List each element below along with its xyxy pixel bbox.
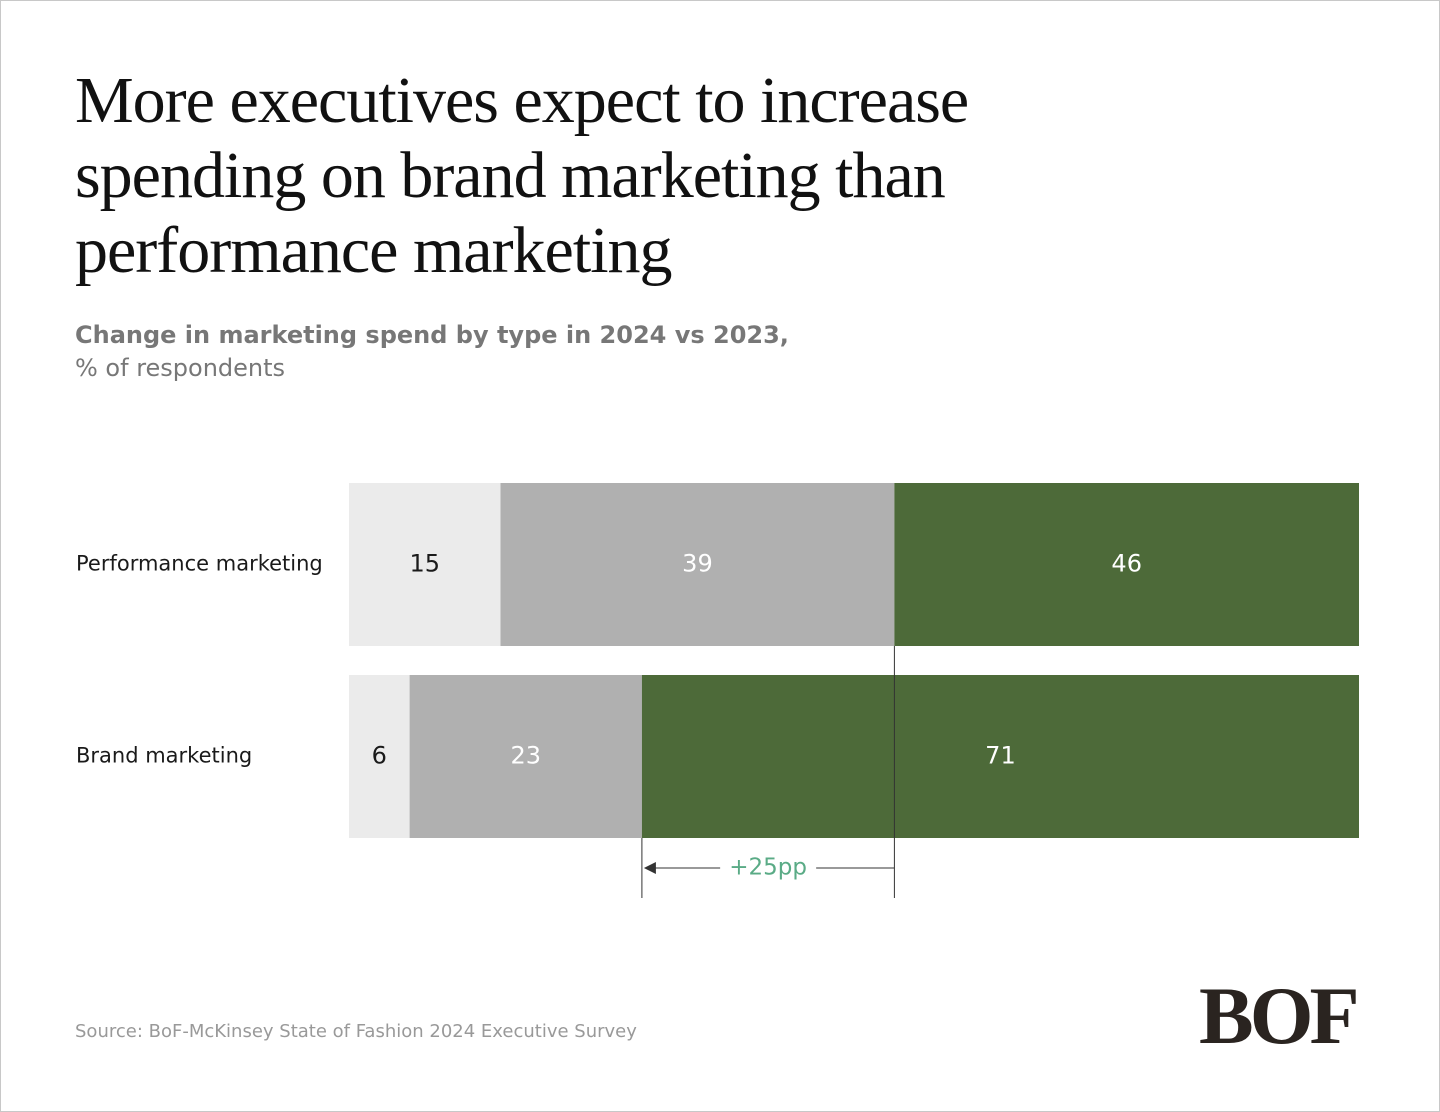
bar-segment: [349, 675, 410, 838]
source: Source: BoF-McKinsey State of Fashion 20…: [75, 1021, 637, 1042]
value-label: 23: [510, 742, 541, 770]
subtitle: Change in marketing spend by type in 202…: [75, 321, 789, 349]
unit: % of respondents: [75, 354, 286, 382]
bar-segment: [641, 675, 1359, 838]
category-label: Performance marketing: [76, 552, 323, 576]
bar-segment: [894, 483, 1359, 646]
value-label: 71: [985, 742, 1016, 770]
value-label: 39: [682, 550, 713, 578]
value-label: 6: [372, 742, 387, 770]
value-label: 15: [409, 550, 440, 578]
bar-segment: [349, 483, 501, 646]
category-label: Brand marketing: [76, 744, 252, 768]
subtitle-block: Change in marketing spend by type in 202…: [75, 319, 789, 385]
arrow-head: [643, 862, 656, 874]
annotation: +25pp: [729, 855, 807, 881]
logo: BOF: [1199, 970, 1360, 1061]
bar-segment: [500, 483, 895, 646]
value-label: 46: [1111, 550, 1142, 578]
annotation-bg: [720, 854, 817, 882]
bar-segment: [409, 675, 642, 838]
chart-title: More executives expect to increase spend…: [75, 64, 969, 287]
